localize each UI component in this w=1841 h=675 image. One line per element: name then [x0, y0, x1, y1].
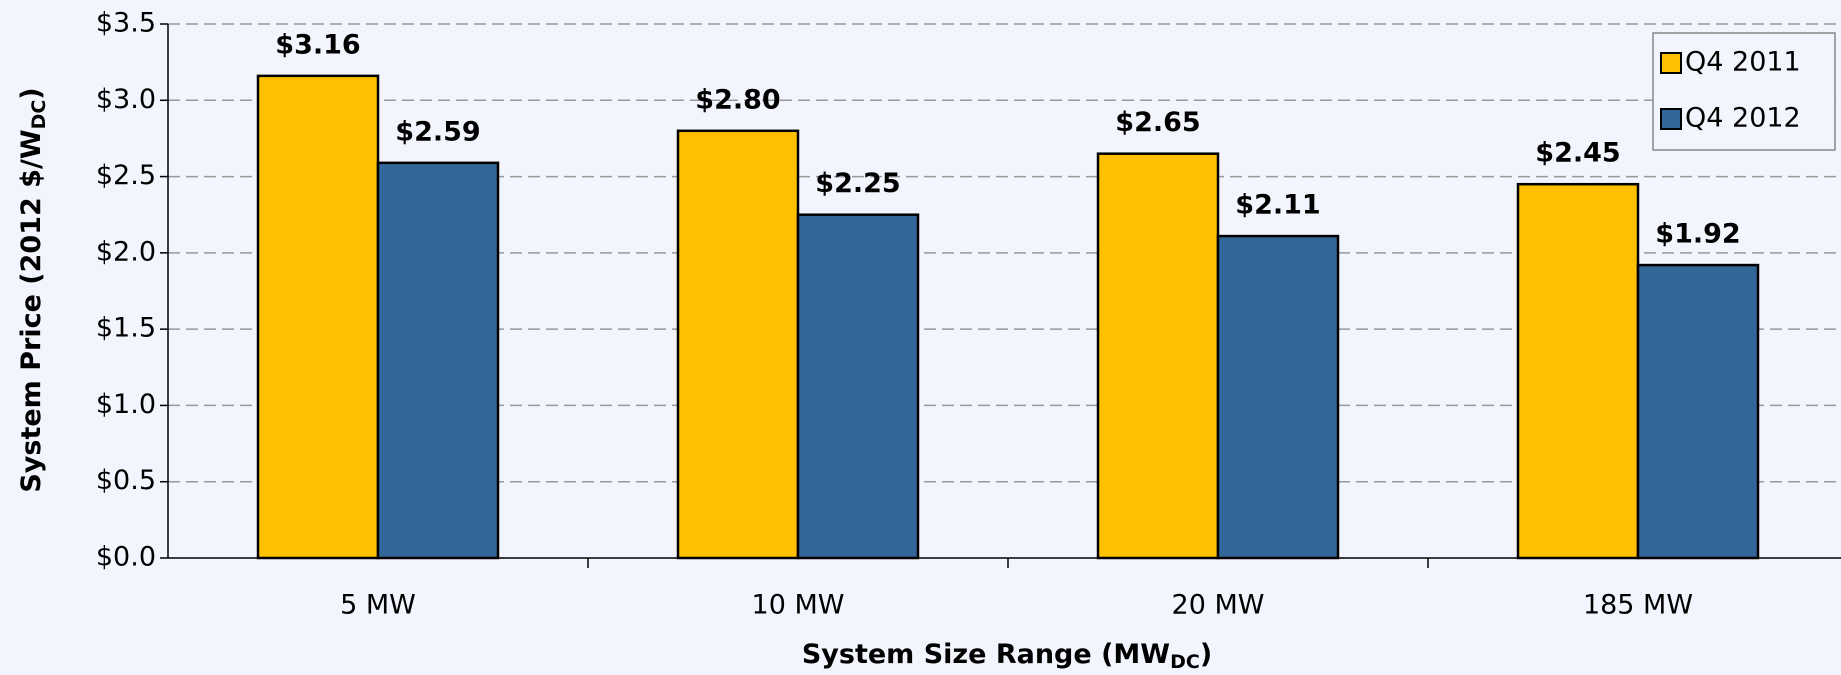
x-tick-label: 10 MW — [752, 590, 845, 621]
data-label: $2.59 — [395, 116, 480, 147]
legend-box — [1652, 32, 1836, 151]
y-tick-label: $0.0 — [96, 542, 156, 573]
y-tick-label: $1.5 — [96, 313, 156, 344]
bar — [256, 74, 380, 560]
data-label: $2.25 — [815, 168, 900, 199]
bar — [796, 213, 920, 560]
bar — [676, 129, 800, 560]
data-label: $2.11 — [1235, 190, 1320, 221]
y-tick-label: $3.0 — [96, 84, 156, 115]
y-axis-label: System Price (2012 $/WDC) — [16, 87, 50, 492]
legend-label: Q4 2012 — [1685, 103, 1801, 134]
data-label: $1.92 — [1655, 219, 1740, 250]
y-tick-label: $3.5 — [96, 8, 156, 39]
legend-swatch — [1660, 108, 1682, 130]
x-tick-label: 20 MW — [1172, 590, 1265, 621]
y-tick-label: $2.0 — [96, 236, 156, 267]
x-axis-label: System Size Range (MWDC) — [802, 639, 1212, 673]
bar — [1096, 152, 1220, 560]
x-tick-label: 185 MW — [1583, 590, 1693, 621]
legend-label: Q4 2011 — [1685, 47, 1801, 78]
bar — [376, 161, 500, 560]
data-label: $2.80 — [695, 84, 780, 115]
data-label: $3.16 — [275, 29, 360, 60]
y-tick-label: $2.5 — [96, 160, 156, 191]
y-tick-label: $1.0 — [96, 389, 156, 420]
data-label: $2.45 — [1535, 138, 1620, 169]
x-tick-label: 5 MW — [340, 590, 416, 621]
bar — [1516, 182, 1640, 560]
y-tick-label: $0.5 — [96, 465, 156, 496]
data-label: $2.65 — [1115, 107, 1200, 138]
legend-swatch — [1660, 52, 1682, 74]
bar — [1636, 263, 1760, 560]
bar — [1216, 234, 1340, 560]
